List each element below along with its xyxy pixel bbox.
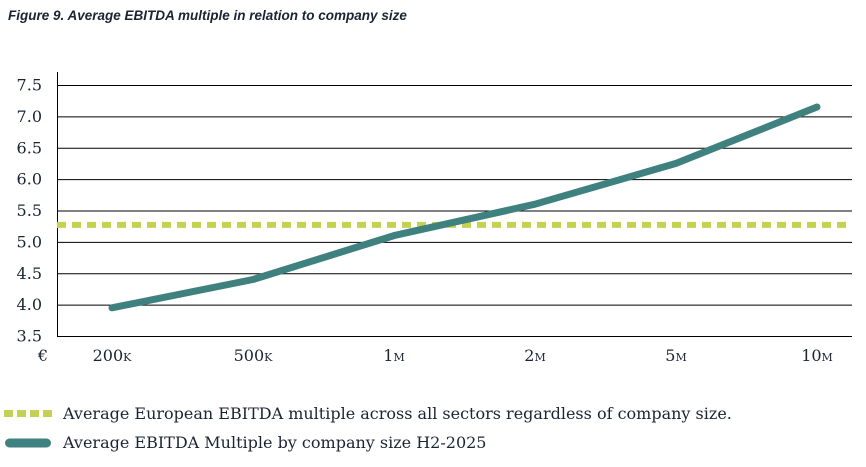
y-axis-tick-label: 4.0 <box>17 295 42 314</box>
ebitda-data-line <box>108 103 821 312</box>
x-axis-tick-label: 2M <box>524 346 545 365</box>
legend-label-european-average: Average European EBITDA multiple across … <box>63 404 732 423</box>
dashed-line-swatch-icon <box>4 409 52 417</box>
y-axis-tick-label: 3.5 <box>17 327 42 346</box>
dashed-line-swatch <box>4 409 54 418</box>
x-axis-tick-label: 200K <box>93 346 133 365</box>
y-axis-tick-label: 4.5 <box>17 264 42 283</box>
legend-item-european-average: Average European EBITDA multiple across … <box>4 403 732 424</box>
legend-label-by-company-size: Average EBITDA Multiple by company size … <box>63 433 487 452</box>
x-axis-tick-label: 1M <box>383 346 404 365</box>
y-axis-tick-label: 6.0 <box>17 170 42 189</box>
solid-line-swatch-icon <box>5 438 51 447</box>
x-axis-currency-label: € <box>37 346 48 365</box>
ebitda-line-chart: 3.5 4.0 4.5 5.0 5.5 6.0 6.5 7.0 7.5 € 200K 500K 1M 2M… <box>17 72 852 365</box>
y-axis-tick-label: 7.5 <box>17 76 42 95</box>
y-axis-tick-label: 7.0 <box>17 107 42 126</box>
y-axis-tick-label: 5.0 <box>17 232 42 251</box>
legend-item-by-company-size: Average EBITDA Multiple by company size … <box>4 432 732 453</box>
figure-title: Figure 9. Average EBITDA multiple in rel… <box>8 8 407 23</box>
y-axis-tick-label: 5.5 <box>17 201 42 220</box>
solid-line-swatch <box>4 438 54 448</box>
x-axis-tick-label: 5M <box>665 346 686 365</box>
y-axis-tick-label: 6.5 <box>17 138 42 157</box>
x-axis-tick-label: 500K <box>234 346 274 365</box>
x-axis-tick-label: 10M <box>801 346 833 365</box>
chart-legend: Average European EBITDA multiple across … <box>4 403 732 453</box>
